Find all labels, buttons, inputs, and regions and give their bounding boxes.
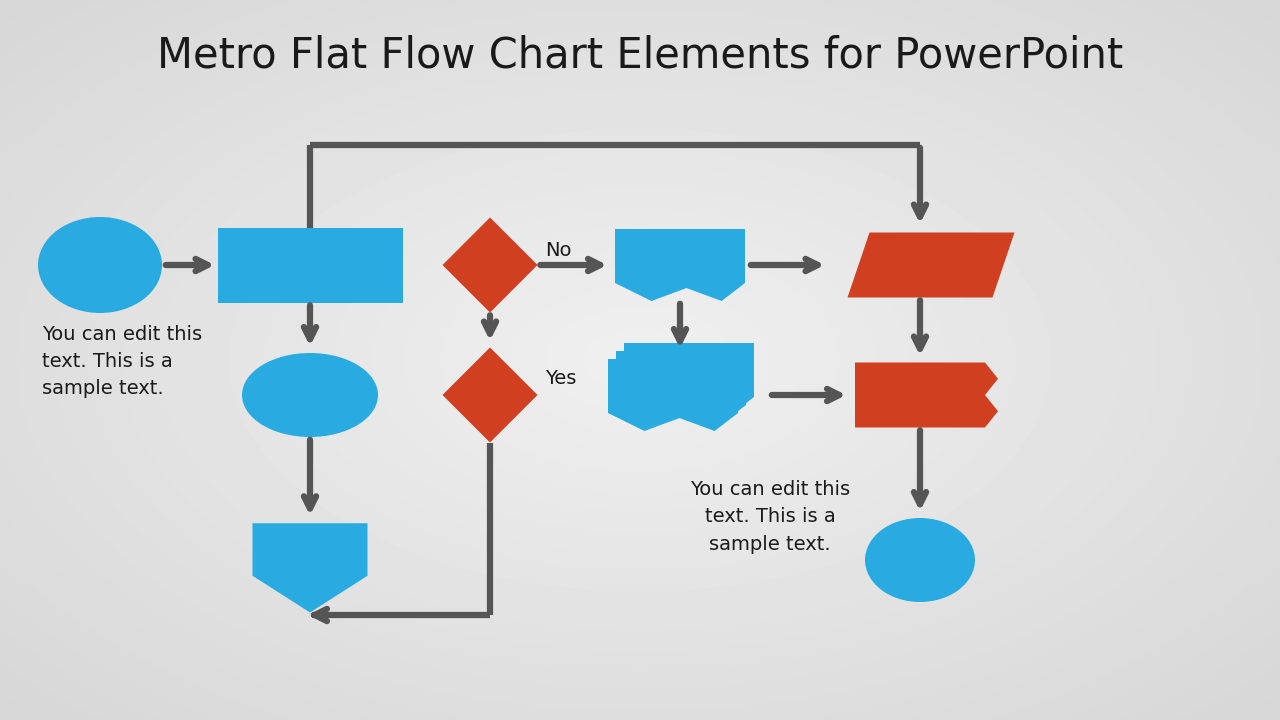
Polygon shape (625, 343, 754, 415)
Text: Metro Flat Flow Chart Elements for PowerPoint: Metro Flat Flow Chart Elements for Power… (157, 35, 1123, 77)
Polygon shape (443, 217, 538, 312)
Polygon shape (855, 362, 998, 428)
Polygon shape (443, 348, 538, 443)
Ellipse shape (38, 217, 163, 313)
Text: Yes: Yes (545, 369, 577, 389)
Polygon shape (252, 523, 367, 613)
Polygon shape (847, 233, 1015, 297)
Ellipse shape (865, 518, 975, 602)
Text: You can edit this
text. This is a
sample text.: You can edit this text. This is a sample… (690, 480, 850, 554)
Text: No: No (545, 241, 572, 261)
Text: You can edit this
text. This is a
sample text.: You can edit this text. This is a sample… (42, 325, 202, 398)
Ellipse shape (242, 353, 378, 437)
Polygon shape (608, 359, 739, 431)
Polygon shape (614, 229, 745, 301)
Polygon shape (616, 351, 746, 423)
Bar (218, 228, 402, 302)
